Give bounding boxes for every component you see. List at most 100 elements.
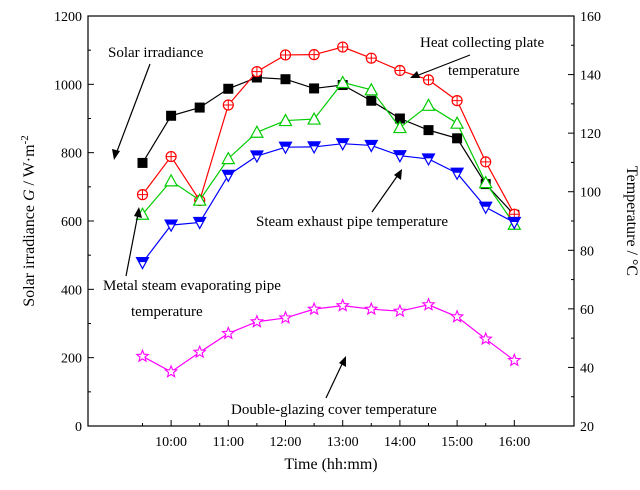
data-point-fill <box>422 153 435 159</box>
data-point-fill <box>222 170 235 175</box>
x-tick-label: 12:00 <box>270 435 302 450</box>
right-axis-title: Temperature / °C <box>623 166 640 276</box>
data-point-cross <box>251 66 262 77</box>
right-tick-label: 80 <box>580 244 594 259</box>
data-point <box>135 348 150 363</box>
data-point <box>366 95 377 106</box>
left-axis-title: Solar irradiance G / W·m-2 <box>19 135 38 307</box>
data-point-cross <box>394 65 405 76</box>
series-0 <box>137 72 520 220</box>
data-point <box>478 175 493 189</box>
data-point-fill <box>451 168 464 173</box>
left-tick-label: 400 <box>61 283 82 298</box>
x-tick-label: 13:00 <box>327 435 359 450</box>
data-point <box>449 309 465 323</box>
data-point-cross <box>480 156 491 167</box>
data-point-cross <box>166 151 177 162</box>
x-tick-label: 10:00 <box>155 435 187 450</box>
x-axis-title: Time (hh:mm) <box>284 456 377 473</box>
series-line <box>142 81 515 225</box>
series-layer <box>135 41 522 378</box>
right-tick-label: 140 <box>580 69 601 84</box>
x-tick-label: 16:00 <box>498 435 530 450</box>
data-point-fill <box>136 257 149 263</box>
data-point-cross <box>280 49 291 60</box>
annotation-arrows <box>112 54 471 399</box>
arrowhead-heat-plate <box>410 71 420 78</box>
data-point-fill <box>336 138 349 144</box>
arrowhead-metal-pipe <box>134 207 142 218</box>
arrow-solar-irradiance <box>115 63 151 155</box>
arrow-metal-pipe <box>125 213 139 277</box>
data-point <box>223 83 234 94</box>
data-point <box>394 113 405 124</box>
ticks-layer: 0 200 400 600 800 1000 1200 20 40 60 80 100 120 140 16… <box>54 10 601 450</box>
data-point-fill <box>308 141 321 147</box>
series-line <box>142 46 515 215</box>
data-point <box>192 344 207 359</box>
data-point <box>450 115 465 129</box>
data-point <box>452 133 463 144</box>
series-4 <box>135 297 522 378</box>
data-point-cross <box>309 49 320 60</box>
arrowhead-steam-exhaust <box>394 169 402 180</box>
data-point <box>249 314 265 328</box>
arrowhead-solar-irradiance <box>112 149 120 160</box>
arrowhead-double-glazing <box>339 356 346 367</box>
data-point-fill <box>479 202 492 207</box>
arrow-steam-exhaust <box>371 174 399 213</box>
annotation-heat-plate-line1: Heat collecting plate <box>420 35 544 51</box>
left-axis-title-prefix: Solar irradiance <box>21 201 38 307</box>
annotation-heat-plate-line2: temperature <box>448 63 520 79</box>
annotation-double-glazing: Double-glazing cover temperature <box>231 402 437 418</box>
data-point <box>163 364 179 378</box>
data-point <box>392 303 408 318</box>
annotation-steam-exhaust: Steam exhaust pipe temperature <box>256 214 448 230</box>
data-point <box>392 120 407 134</box>
data-point <box>280 74 291 85</box>
series-3 <box>135 138 522 270</box>
data-point <box>249 125 264 138</box>
data-point <box>192 192 207 206</box>
data-point <box>278 113 293 127</box>
data-point <box>164 173 179 187</box>
data-point <box>278 310 293 325</box>
data-point-fill <box>250 150 263 156</box>
arrow-heat-plate <box>415 54 471 77</box>
data-point <box>194 102 205 113</box>
right-tick-label: 120 <box>580 127 601 142</box>
data-point <box>137 157 148 168</box>
data-point <box>423 125 434 136</box>
data-point <box>364 301 379 316</box>
data-point-fill <box>165 220 178 225</box>
data-point-fill <box>193 217 206 222</box>
data-point <box>306 301 322 316</box>
annotation-metal-pipe-line2: temperature <box>131 304 203 320</box>
data-point <box>251 72 262 83</box>
data-point-cross <box>452 95 463 106</box>
right-tick-label: 60 <box>580 303 594 318</box>
left-tick-label: 1200 <box>54 10 82 25</box>
left-tick-label: 600 <box>61 215 82 230</box>
left-axis-title-unit: / W·m <box>21 144 38 190</box>
right-tick-label: 160 <box>580 10 601 25</box>
x-tick-label: 15:00 <box>441 435 473 450</box>
left-tick-label: 0 <box>75 420 82 435</box>
data-point-cross <box>337 42 348 53</box>
right-tick-label: 20 <box>580 420 594 435</box>
data-point <box>309 83 320 94</box>
data-point <box>221 151 236 165</box>
x-tick-label: 11:00 <box>213 435 244 450</box>
data-point <box>507 352 522 367</box>
left-tick-label: 800 <box>61 147 82 162</box>
right-tick-label: 100 <box>580 186 601 201</box>
data-point-fill <box>393 150 406 156</box>
data-point <box>166 110 177 121</box>
data-point <box>478 331 493 346</box>
data-point <box>221 325 236 340</box>
data-point <box>307 111 322 125</box>
data-point <box>364 82 379 96</box>
left-tick-label: 200 <box>61 352 82 367</box>
data-point-cross <box>366 53 377 64</box>
